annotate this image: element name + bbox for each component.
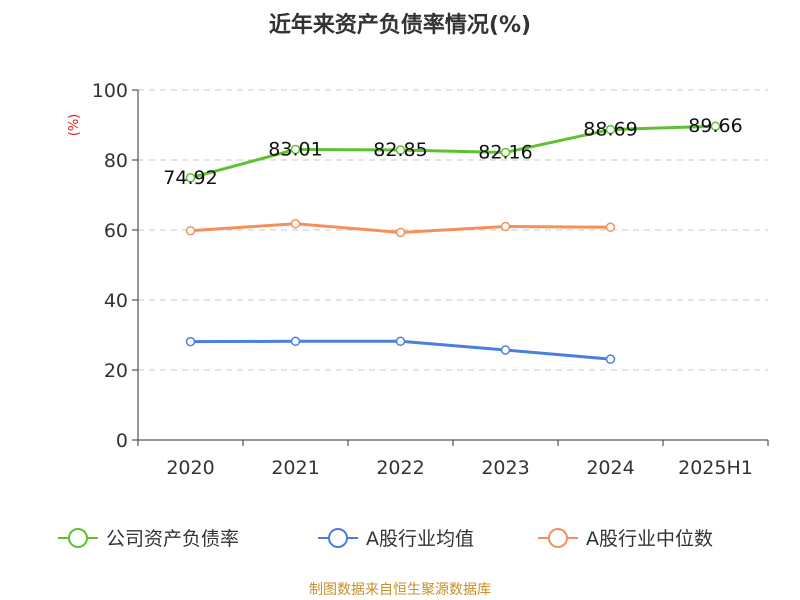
- x-tick-label: 2022: [376, 457, 424, 479]
- data-label: 74.92: [163, 167, 217, 189]
- data-point: [395, 145, 406, 155]
- x-tick-label: 2021: [271, 457, 319, 479]
- data-label: 82.16: [478, 141, 532, 163]
- data-point: [395, 336, 406, 347]
- data-point: [395, 227, 406, 238]
- data-point: [605, 354, 616, 364]
- data-point: [500, 221, 511, 232]
- legend-label: A股行业中位数: [586, 528, 713, 550]
- legend-item-1: A股行业均值: [318, 528, 474, 550]
- data-label: 82.85: [373, 139, 427, 161]
- data-point: [290, 218, 301, 229]
- data-point: [185, 225, 196, 236]
- y-tick-label: 0: [116, 430, 128, 452]
- x-tick-label: 2025H1: [678, 457, 753, 479]
- axes: [137, 90, 768, 441]
- series-line-0: [190, 124, 716, 180]
- chart-title: 近年来资产负债率情况(%): [269, 12, 531, 38]
- data-point: [185, 173, 196, 183]
- y-tick-label: 60: [104, 220, 128, 242]
- y-tick-label: 20: [104, 360, 128, 382]
- y-axis-ticks: 0 20 40 60 80 100: [92, 80, 138, 452]
- legend-marker: [548, 528, 568, 548]
- data-point: [605, 124, 616, 135]
- data-label: 83.01: [268, 138, 322, 160]
- data-labels: 74.92 83.01 82.85 82.16 88.69 89.66: [163, 115, 742, 189]
- data-point: [290, 336, 301, 347]
- legend-item-2: A股行业中位数: [538, 528, 713, 550]
- data-point: [290, 144, 301, 155]
- data-point: [500, 345, 511, 355]
- legend-marker: [328, 528, 348, 548]
- y-tick-label: 40: [104, 290, 128, 312]
- data-point: [185, 336, 196, 347]
- x-tick-label: 2023: [481, 457, 529, 479]
- series-group: [185, 121, 721, 364]
- x-tick-label: 2024: [586, 457, 634, 479]
- legend-label: A股行业均值: [366, 528, 474, 550]
- data-label: 88.69: [583, 119, 637, 141]
- data-point: [710, 121, 721, 131]
- gridlines: [138, 89, 768, 371]
- legend-label: 公司资产负债率: [106, 528, 239, 550]
- y-axis-unit: (%): [67, 114, 82, 137]
- source-note: 制图数据来自恒生聚源数据库: [309, 582, 491, 598]
- data-point: [605, 222, 616, 232]
- y-tick-label: 80: [104, 150, 128, 172]
- data-point: [500, 147, 511, 158]
- legend-marker: [68, 528, 88, 548]
- x-tick-label: 2020: [166, 457, 214, 479]
- legend: 公司资产负债率 A股行业均值 A股行业中位数: [58, 528, 713, 550]
- y-tick-label: 100: [92, 80, 128, 102]
- x-axis-ticks: 2020 2021 2022 2023 2024 2025H1: [137, 440, 769, 479]
- legend-item-0: 公司资产负债率: [58, 528, 239, 550]
- data-label: 89.66: [688, 115, 742, 137]
